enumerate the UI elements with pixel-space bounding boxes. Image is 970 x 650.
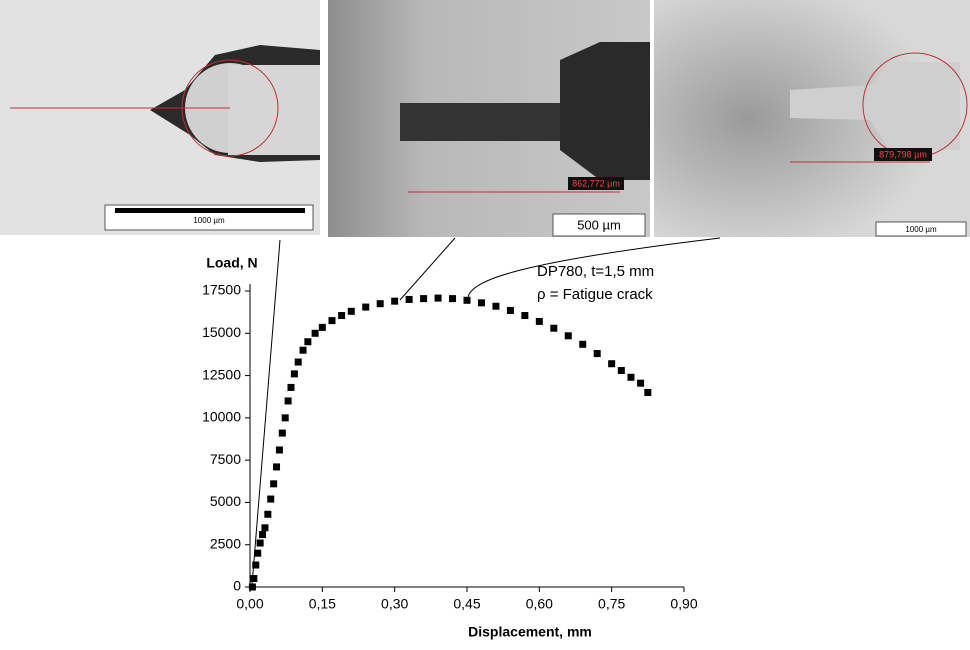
measure-label: 879,798 µm (879, 149, 927, 159)
point (579, 340, 587, 348)
y-tick-label: 12500 (202, 366, 241, 382)
x-tick-label: 0,45 (453, 596, 480, 612)
point (250, 575, 258, 583)
point (434, 294, 442, 302)
scale-label: 1000 µm (905, 225, 937, 234)
point (637, 379, 645, 387)
point (449, 295, 457, 303)
x-tick-label: 0,60 (526, 596, 553, 612)
point (281, 414, 289, 422)
point (463, 296, 471, 304)
point (261, 524, 269, 532)
y-tick-label: 15000 (202, 324, 241, 340)
measure-label: 862,772 µm (572, 178, 620, 188)
point (304, 338, 312, 346)
point (328, 317, 336, 325)
point (275, 446, 283, 454)
point (248, 583, 256, 591)
point (550, 324, 558, 332)
point (294, 358, 302, 366)
x-axis-label: Displacement, mm (468, 624, 592, 640)
y-tick-label: 0 (233, 578, 241, 594)
y-tick-label: 5000 (210, 493, 241, 509)
point (405, 295, 413, 303)
point (299, 346, 307, 354)
scale-label: 500 µm (577, 217, 621, 232)
point (420, 295, 428, 303)
point (284, 397, 292, 405)
micrograph-2: 862,772 µm 500 µm (328, 0, 650, 237)
point (287, 383, 295, 391)
point (347, 307, 355, 315)
y-tick-label: 7500 (210, 451, 241, 467)
y-tick-label: 10000 (202, 409, 241, 425)
point (477, 299, 485, 307)
scale-label: 1000 µm (193, 216, 225, 225)
y-tick-label: 2500 (210, 535, 241, 551)
pointer-line (251, 239, 281, 586)
point (270, 480, 278, 488)
point (492, 302, 500, 310)
point (627, 373, 635, 381)
point (376, 300, 384, 308)
point (593, 350, 601, 358)
point (256, 539, 264, 547)
micrograph-1: 1000 µm (0, 0, 320, 235)
point (608, 360, 616, 368)
micrograph-3: 879,798 µm 1000 µm (654, 0, 970, 237)
point (338, 312, 346, 320)
point (617, 366, 625, 374)
point (564, 332, 572, 340)
point (521, 312, 529, 320)
point (362, 303, 370, 311)
point (318, 323, 326, 331)
point (254, 549, 262, 557)
point (391, 297, 399, 305)
x-tick-label: 0,00 (236, 596, 263, 612)
point (259, 531, 267, 539)
pointer-line (399, 237, 456, 301)
y-axis-label: Load, N (206, 255, 257, 271)
point (273, 463, 281, 471)
point (644, 388, 652, 396)
point (278, 429, 286, 437)
point (252, 561, 260, 569)
y-tick-label: 17500 (202, 282, 241, 298)
point (535, 317, 543, 325)
point (267, 495, 275, 503)
x-tick-label: 0,90 (670, 596, 697, 612)
point (506, 306, 514, 314)
x-tick-label: 0,30 (381, 596, 408, 612)
annotation: DP780, t=1,5 mm (537, 263, 654, 280)
x-tick-label: 0,75 (598, 596, 625, 612)
point (290, 370, 298, 378)
point (264, 510, 272, 518)
pointer-line (467, 237, 721, 299)
point (311, 329, 319, 337)
annotation: ρ = Fatigue crack (537, 286, 653, 303)
x-tick-label: 0,15 (309, 596, 336, 612)
